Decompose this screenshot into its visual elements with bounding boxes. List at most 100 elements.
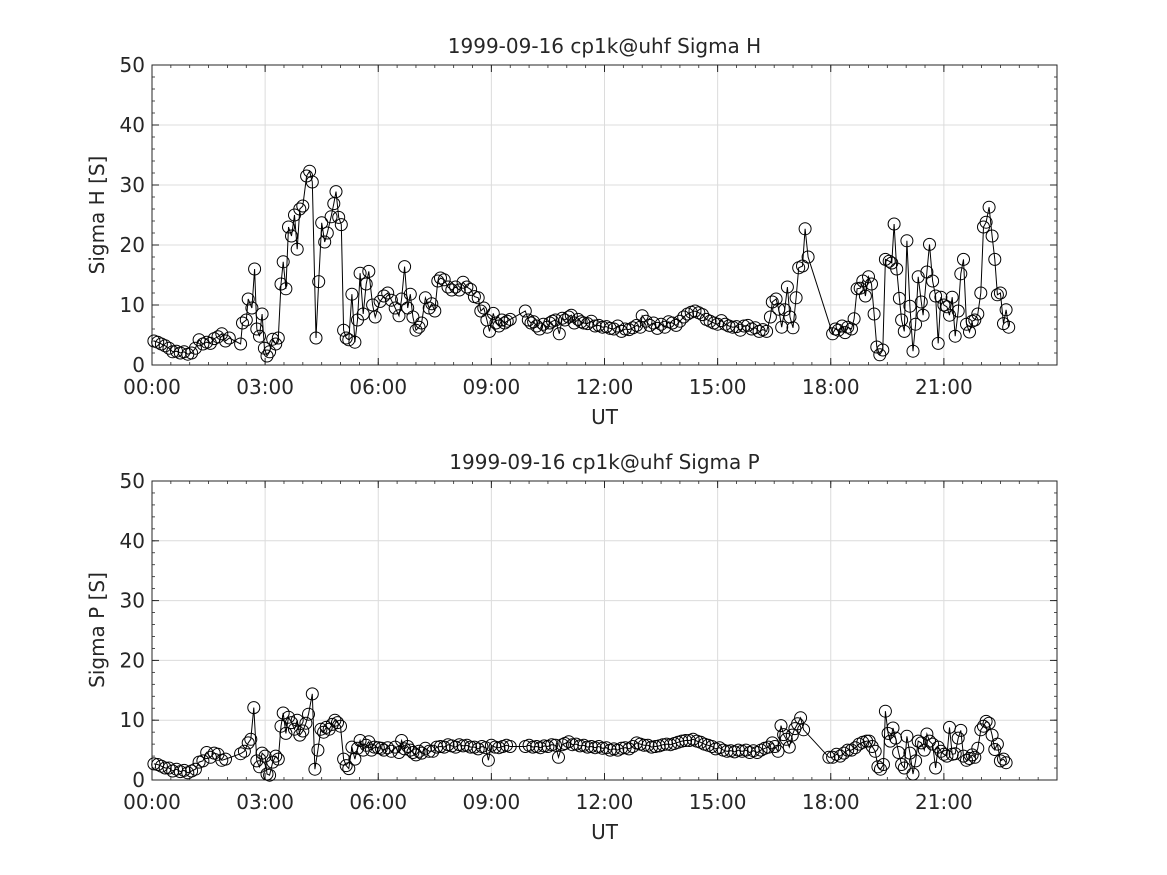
sigma-h-data-point bbox=[900, 234, 914, 248]
sigma-h-data-point bbox=[555, 311, 569, 325]
sigma-h-data-point bbox=[552, 327, 566, 341]
sigma-h-data-point bbox=[431, 274, 445, 288]
sigma-p-data-point bbox=[285, 716, 298, 730]
sigma-h-data-point bbox=[248, 262, 262, 276]
sigma-h-data-point bbox=[290, 242, 304, 256]
sigma-h-data-point bbox=[293, 202, 307, 216]
sigma-p-data-point bbox=[311, 743, 325, 757]
sigma-p-data-point bbox=[359, 738, 373, 752]
sigma-p-data-point bbox=[334, 719, 347, 733]
sigma-p-data-point bbox=[374, 741, 388, 755]
sigma-h-data-point bbox=[296, 199, 310, 213]
sigma-h-data-point bbox=[549, 313, 562, 327]
sigma-h-data-point bbox=[282, 220, 295, 234]
sigma-h-data-point bbox=[320, 226, 334, 240]
sigma-h-data-point bbox=[858, 289, 872, 303]
sigma-p-data-point bbox=[750, 746, 764, 759]
sigma-h-data-point bbox=[867, 307, 881, 321]
sigma-h-data-point bbox=[318, 235, 332, 249]
sigma-h-data-point bbox=[862, 270, 875, 284]
sigma-h-data-point bbox=[798, 222, 812, 236]
sigma-p-data-point bbox=[299, 716, 313, 730]
sigma-p-x-tick-label: 06:00 bbox=[349, 790, 407, 814]
sigma-h-data-point bbox=[368, 310, 382, 324]
sigma-p-data-point bbox=[305, 687, 319, 701]
sigma-h-data-point bbox=[558, 313, 572, 327]
sigma-p-data-point bbox=[188, 762, 202, 776]
sigma-h-data-point bbox=[406, 310, 420, 324]
sigma-h-data-point bbox=[951, 304, 965, 318]
sigma-p-data-point bbox=[348, 752, 362, 766]
sigma-h-data-point bbox=[276, 255, 290, 269]
sigma-h-data-point bbox=[926, 274, 940, 288]
sigma-h-data-point bbox=[831, 323, 845, 337]
sigma-p-ylabel: Sigma P [S] bbox=[85, 572, 109, 688]
sigma-h-data-point bbox=[456, 275, 470, 289]
sigma-h-data-point bbox=[285, 229, 298, 243]
sigma-p-data-point bbox=[897, 761, 911, 775]
sigma-h-y-tick-label: 30 bbox=[120, 173, 145, 197]
sigma-h-data-point bbox=[937, 298, 951, 312]
sigma-h-data-point bbox=[931, 336, 945, 350]
sigma-h-data-point bbox=[464, 282, 478, 296]
sigma-p-data-point bbox=[271, 752, 285, 766]
sigma-p-data-point bbox=[762, 740, 775, 754]
sigma-h-x-tick-label: 00:00 bbox=[123, 375, 181, 399]
sigma-h-data-point bbox=[437, 273, 451, 287]
sigma-h-data-point bbox=[255, 307, 269, 321]
sigma-h-data-point bbox=[789, 291, 803, 305]
sigma-p-panel: 00:00 03:00 06:00 09:00 12:00 15:00 18:00 21:00… bbox=[85, 450, 1058, 844]
sigma-p-data-point bbox=[290, 713, 304, 727]
sigma-p-data-point bbox=[296, 724, 310, 738]
sigma-p-data-point bbox=[596, 741, 610, 755]
sigma-p-data-point bbox=[241, 736, 255, 750]
sigma-h-axes-box bbox=[151, 64, 1058, 366]
sigma-h-data-point bbox=[643, 318, 657, 332]
sigma-h-data-point bbox=[876, 343, 890, 357]
sigma-h-data-point bbox=[166, 345, 180, 359]
sigma-h-data-point bbox=[929, 289, 943, 303]
sigma-p-data-point bbox=[573, 739, 587, 753]
sigma-p-data-point bbox=[434, 740, 447, 753]
sigma-h-data-point bbox=[518, 304, 532, 318]
sigma-p-data-point bbox=[302, 707, 315, 721]
sigma-h-data-point bbox=[309, 331, 323, 345]
sigma-h-data-point bbox=[584, 314, 598, 328]
sigma-p-x-tick-label: 12:00 bbox=[576, 790, 634, 814]
sigma-h-data-point bbox=[245, 301, 259, 315]
sigma-h-data-point bbox=[449, 280, 463, 294]
sigma-p-data-point bbox=[412, 744, 426, 758]
sigma-h-data-point bbox=[356, 307, 370, 321]
sigma-h-data-point bbox=[835, 319, 849, 333]
sigma-p-axes-box bbox=[151, 480, 1058, 781]
sigma-p-data-point bbox=[308, 762, 322, 776]
sigma-p-data-point bbox=[868, 744, 882, 758]
sigma-p-data-point bbox=[892, 746, 906, 759]
sigma-p-data-point bbox=[954, 723, 968, 737]
sigma-h-data-point bbox=[934, 290, 948, 304]
sigma-p-x-tick-label: 15:00 bbox=[689, 790, 747, 814]
sigma-h-x-tick-label: 21:00 bbox=[915, 375, 973, 399]
sigma-h-data-point bbox=[626, 321, 640, 335]
sigma-h-data-point bbox=[471, 291, 485, 305]
sigma-h-data-point bbox=[957, 252, 970, 266]
sigma-h-data-point bbox=[274, 277, 288, 291]
sigma-h-data-point bbox=[914, 295, 928, 309]
sigma-p-data-point bbox=[911, 734, 925, 748]
sigma-p-data-point bbox=[637, 738, 651, 752]
sigma-p-x-tick-label: 21:00 bbox=[915, 790, 973, 814]
sigma-p-data-point bbox=[562, 735, 576, 749]
sigma-p-data-point bbox=[325, 717, 339, 731]
sigma-p-data-point bbox=[822, 750, 836, 764]
sigma-h-data-point bbox=[412, 320, 426, 334]
sigma-p-data-point bbox=[177, 763, 191, 777]
sigma-h-data-point bbox=[403, 287, 417, 301]
sigma-h-data-point bbox=[999, 303, 1013, 317]
sigma-h-data-point bbox=[329, 185, 343, 199]
sigma-h-data-point bbox=[495, 313, 509, 327]
sigma-h-data-point bbox=[377, 289, 391, 303]
sigma-h-data-point bbox=[339, 331, 353, 345]
sigma-h-data-point bbox=[260, 349, 274, 363]
sigma-p-data-point bbox=[437, 740, 451, 754]
sigma-p-data-point bbox=[471, 742, 485, 756]
